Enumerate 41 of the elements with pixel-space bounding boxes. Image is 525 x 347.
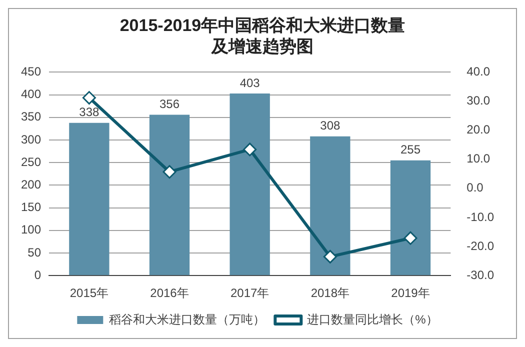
point xyxy=(82,91,96,105)
y-tick-label: 250 xyxy=(20,154,42,169)
data-label: 338 xyxy=(79,105,100,120)
point xyxy=(404,231,418,245)
y2-tick-label: -10.0 xyxy=(466,210,494,224)
x-tick-label: 2015年 xyxy=(70,286,109,300)
y-tick-label: 50 xyxy=(28,245,42,260)
data-label: 255 xyxy=(400,142,421,157)
point xyxy=(162,165,176,179)
data-label: 308 xyxy=(320,118,340,133)
y2-tick-label: 40.0 xyxy=(466,64,490,79)
y2-tick-label: 10.0 xyxy=(466,152,490,166)
bar xyxy=(310,136,350,276)
y-tick-label: 450 xyxy=(20,64,42,79)
bar xyxy=(69,122,110,276)
y2-tick-label: -20.0 xyxy=(466,238,494,253)
y2-tick-label: 0.0 xyxy=(466,180,484,195)
y-tick-label: 100 xyxy=(20,222,42,237)
y-tick-label: 150 xyxy=(20,200,42,214)
point xyxy=(323,250,337,264)
y-tick-label: 0 xyxy=(34,268,42,282)
x-tick-label: 2017年 xyxy=(230,286,270,300)
x-tick-label: 2016年 xyxy=(150,286,189,300)
bar xyxy=(390,160,431,276)
y-tick-label: 200 xyxy=(20,178,42,192)
y-tick-label: 300 xyxy=(20,132,42,146)
y-tick-label: 350 xyxy=(20,110,42,124)
y-tick-label: 400 xyxy=(20,87,42,102)
x-tick-label: 2018年 xyxy=(310,286,350,300)
data-label: 356 xyxy=(159,97,180,111)
chart-title: 2015-2019年中国稻谷和大米进口数量及增速趋势图 xyxy=(118,15,406,57)
y2-tick-label: 30.0 xyxy=(466,94,490,108)
point xyxy=(243,142,257,156)
bar xyxy=(230,93,270,276)
legend-label: 稻谷和大米进口数量（万吨） xyxy=(109,312,266,326)
y2-tick-label: -30.0 xyxy=(466,268,494,282)
legend-label: 进口数量同比增长（%） xyxy=(307,312,438,326)
data-label: 403 xyxy=(240,76,260,90)
bar xyxy=(149,114,190,276)
x-tick-label: 2019年 xyxy=(391,286,430,300)
y2-tick-label: 20.0 xyxy=(466,122,490,137)
